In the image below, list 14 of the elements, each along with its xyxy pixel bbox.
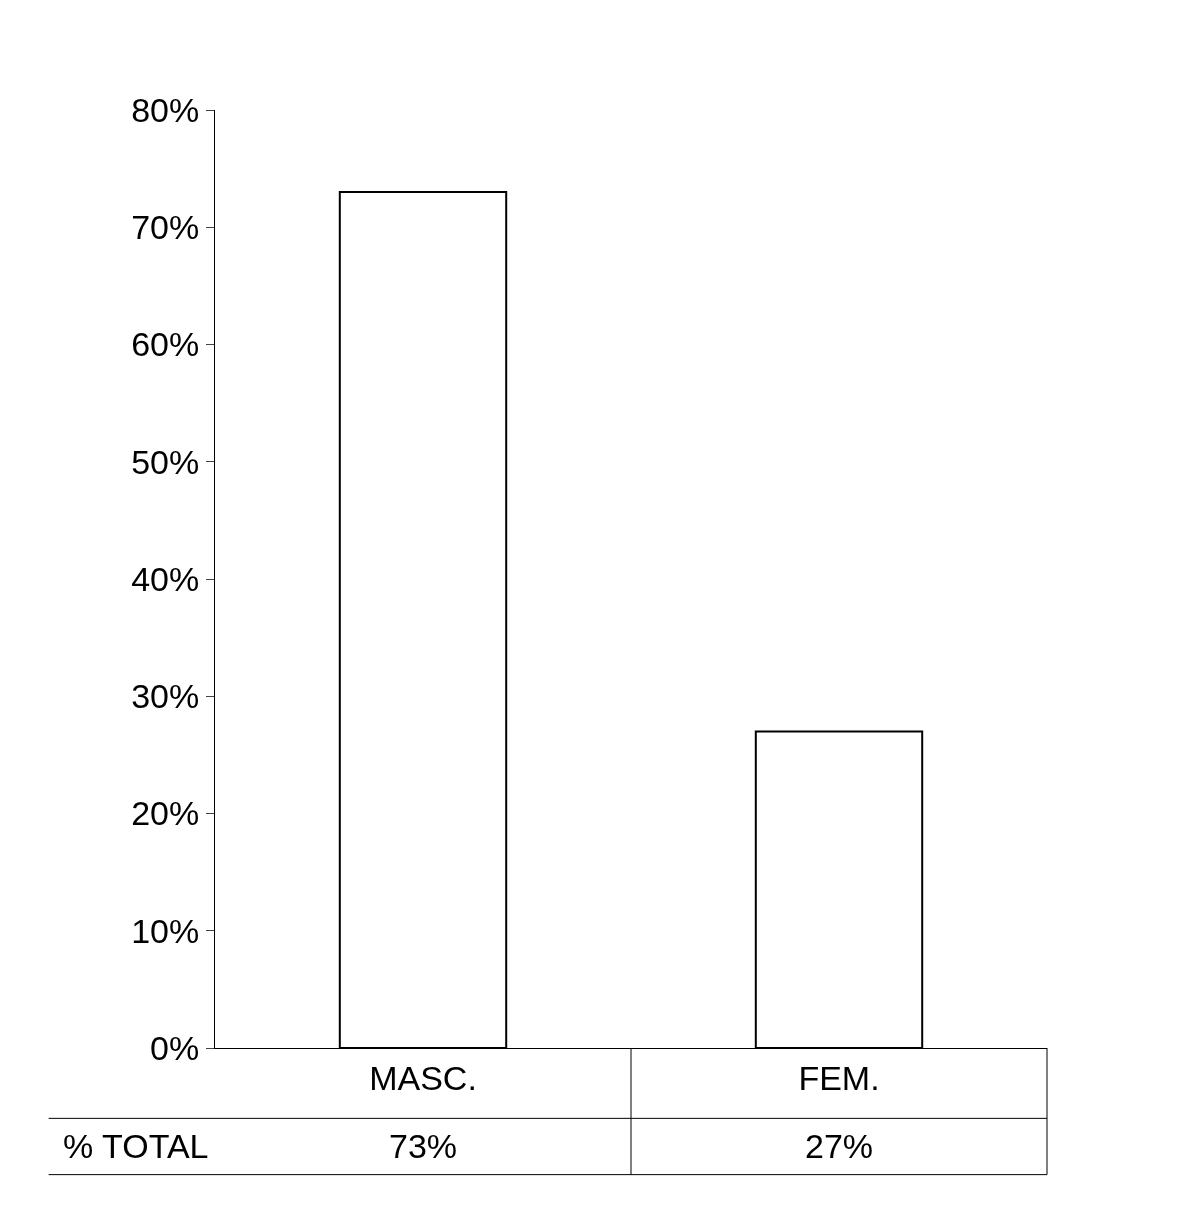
x-tick-label: FEM. xyxy=(798,1058,880,1097)
data-label: 27% xyxy=(805,1127,874,1165)
data-label: 73% xyxy=(389,1127,458,1165)
y-tick-label: 0% xyxy=(150,1028,200,1067)
y-tick-label: 40% xyxy=(131,559,200,598)
y-tick-label: 50% xyxy=(131,442,200,481)
y-tick-label: 30% xyxy=(131,677,200,716)
y-tick-label: 70% xyxy=(131,208,200,247)
x-tick-label: MASC. xyxy=(369,1058,477,1097)
y-tick-label: 20% xyxy=(131,794,200,833)
y-tick-label: 10% xyxy=(131,911,200,950)
y-tick-label: 80% xyxy=(131,90,200,129)
text: % TOTAL xyxy=(63,1127,209,1165)
y-tick-label: 60% xyxy=(131,325,200,364)
